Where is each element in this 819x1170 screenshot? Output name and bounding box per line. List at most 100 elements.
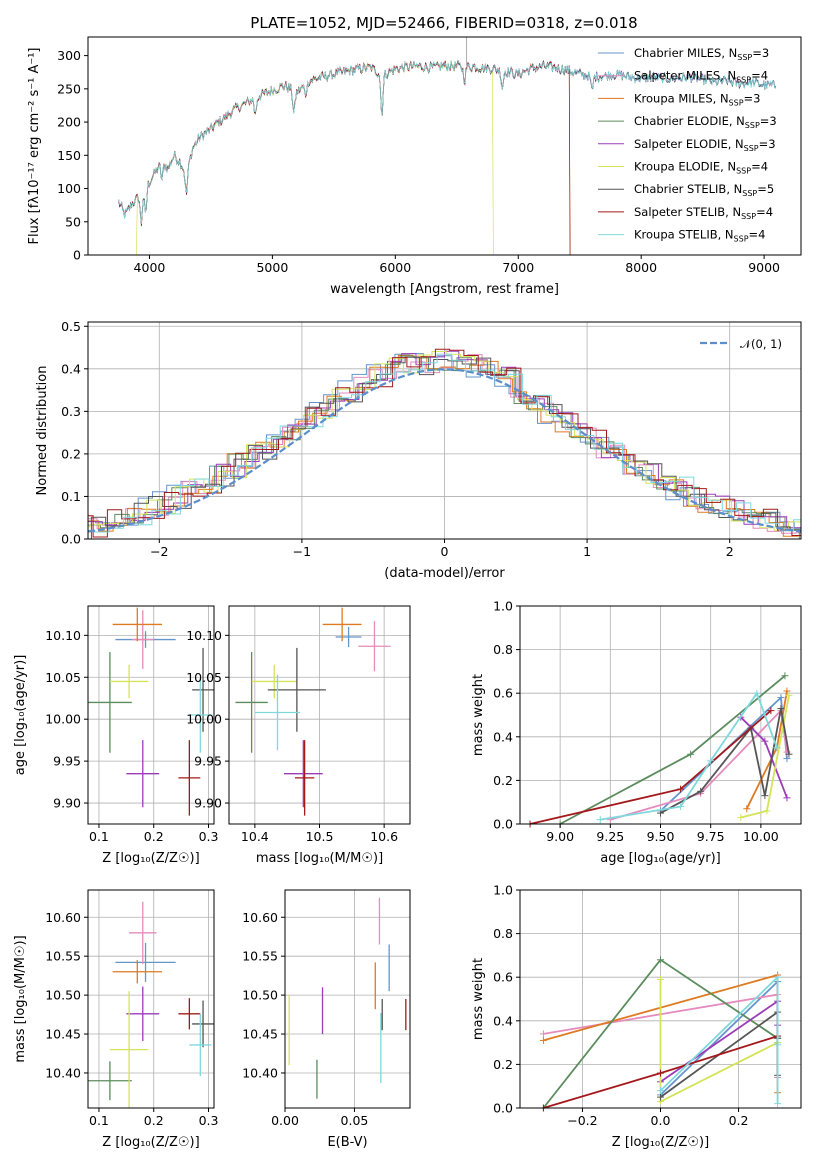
axes-frame [284, 889, 411, 1109]
weight-marker [773, 744, 781, 752]
x-axis-label: (data-model)/error [384, 566, 505, 581]
errorbar-point-salpeter-miles [358, 621, 391, 672]
axes-frame [87, 889, 215, 1109]
x-tick-label: 10.6 [370, 829, 398, 844]
panel-residuals: −2 −1 0 1 2 0.0 0.1 0.2 0.3 0.4 0.5 (data-model)/er… [35, 319, 802, 581]
x-tick-label: 10.00 [743, 829, 779, 844]
legend-label-sub: SSP [744, 144, 759, 153]
legend-label-main: Chabrier STELIB, N [634, 182, 742, 196]
legend-label-sub: SSP [741, 212, 756, 221]
legend-label-main: Chabrier MILES, N [634, 46, 737, 60]
legend: 𝒩(0, 1) [700, 337, 782, 351]
legend-label-sub: SSP [736, 76, 751, 85]
x-tick-label: 0.3 [199, 829, 219, 844]
weight-marker [774, 973, 782, 981]
legend-label: Kroupa STELIB, NSSP=4 [634, 228, 765, 244]
x-tick-label: −1 [293, 544, 311, 559]
panel-age-vs-mass: 10.4 10.5 10.6 9.90 9.95 10.00 10.05 10.10 mass … [186, 605, 411, 866]
y-tick-label: 9.95 [53, 754, 81, 769]
legend-label: Salpeter STELIB, NSSP=4 [634, 205, 773, 221]
weight-marker [657, 956, 664, 964]
panel-mass-vs-ebv: 0.00 0.05 10.40 10.45 10.50 10.55 10.60 E(B-V) [242, 889, 411, 1150]
y-tick-label: 10.60 [242, 910, 278, 925]
panel-weight-vs-age: 9.00 9.25 9.50 9.75 10.00 0.0 0.2 0.4 0.6 0.8 1.0 a… [471, 599, 802, 866]
y-tick-label: 10.50 [242, 988, 278, 1003]
legend-label-tail: =5 [757, 182, 774, 196]
y-axis-label: mass weight [471, 674, 486, 756]
y-tick-label: 0.4 [493, 1013, 513, 1028]
legend-label-tail: =3 [759, 137, 776, 151]
weight-marker [785, 691, 793, 699]
x-tick-label: 0.3 [199, 1113, 219, 1128]
legend-label: Salpeter ELODIE, NSSP=3 [634, 137, 776, 153]
errorbar-point-salpeter-elodie [126, 986, 160, 1042]
legend-label-tail: =3 [752, 46, 769, 60]
errorbar-point-kroupa-miles [322, 607, 362, 642]
histogram-kroupa-stelib [88, 353, 801, 533]
y-tick-label: 200 [57, 115, 81, 130]
errorbar-point-salpeter-elodie [126, 740, 160, 808]
legend-label-tail: =3 [760, 114, 777, 128]
errorbar-point-kroupa-elodie [251, 664, 297, 699]
weight-marker [539, 1036, 547, 1044]
x-tick-label: 0.2 [144, 829, 164, 844]
weight-marker [707, 757, 715, 765]
y-tick-label: 0 [73, 248, 81, 263]
errorbar-point-chabrier-elodie [88, 652, 132, 753]
y-tick-label: 0.8 [493, 926, 513, 941]
y-tick-label: 9.90 [53, 796, 81, 811]
y-tick-label: 10.55 [242, 949, 278, 964]
weight-line-salpeter-miles [610, 708, 788, 821]
x-axis-label: Z [log₁₀(Z/Z☉)] [612, 1135, 709, 1150]
y-tick-label: 0.6 [493, 686, 513, 701]
legend-label-tail: =4 [751, 69, 768, 83]
legend-label-tail: =4 [756, 205, 773, 219]
weight-marker [596, 816, 604, 824]
legend-label-main: Kroupa ELODIE, N [634, 160, 736, 174]
errorbar-point-chabrier-elodie [235, 652, 268, 753]
y-tick-label: 150 [57, 148, 81, 163]
legend-label-main: Salpeter ELODIE, N [634, 137, 744, 151]
weight-marker [737, 813, 745, 821]
y-tick-label: 50 [65, 214, 81, 229]
x-tick-label: 5000 [256, 260, 288, 275]
weight-marker [761, 792, 769, 800]
plot-area [288, 897, 407, 1099]
legend-label: Chabrier MILES, NSSP=3 [634, 46, 769, 62]
x-tick-label: 2 [726, 544, 734, 559]
x-axis-label: mass [log₁₀(M/M☉)] [256, 851, 383, 866]
legend-label-main: Salpeter STELIB, N [634, 205, 741, 219]
y-tick-label: 9.90 [194, 796, 222, 811]
weight-marker [783, 794, 791, 802]
histogram-kroupa-elodie [88, 351, 801, 531]
errorbar-point-salpeter-miles [131, 610, 154, 669]
legend-label-tail: =4 [751, 160, 768, 174]
x-tick-label: 0.05 [341, 1113, 369, 1128]
normal-curve [88, 368, 801, 533]
y-tick-label: 0.5 [61, 319, 81, 334]
axes-frame [87, 36, 802, 256]
weight-marker [657, 1093, 664, 1101]
weight-marker [657, 975, 664, 983]
weight-marker [677, 785, 685, 793]
y-tick-label: 10.60 [45, 910, 81, 925]
y-tick-label: 9.95 [194, 754, 222, 769]
x-tick-label: 1 [583, 544, 591, 559]
y-tick-label: 0.2 [493, 773, 513, 788]
weight-marker [743, 805, 751, 813]
weight-marker [774, 1100, 782, 1108]
errorbar-point-kroupa-stelib [254, 674, 301, 751]
y-tick-label: 10.40 [45, 1065, 81, 1080]
x-tick-label: 9.00 [546, 829, 574, 844]
legend-label-sub: SSP [736, 167, 751, 176]
legend-label-main: Chabrier ELODIE, N [634, 114, 745, 128]
x-tick-label: −2 [150, 544, 168, 559]
plot-area [539, 956, 782, 1112]
weight-marker [763, 807, 771, 815]
legend-label-main: Kroupa STELIB, N [634, 228, 734, 242]
legend-label-tail: =3 [744, 91, 761, 105]
errorbar-point-salpeter-stelib [178, 740, 201, 816]
y-tick-label: 1.0 [493, 599, 513, 614]
histogram-kroupa-miles [88, 354, 801, 537]
